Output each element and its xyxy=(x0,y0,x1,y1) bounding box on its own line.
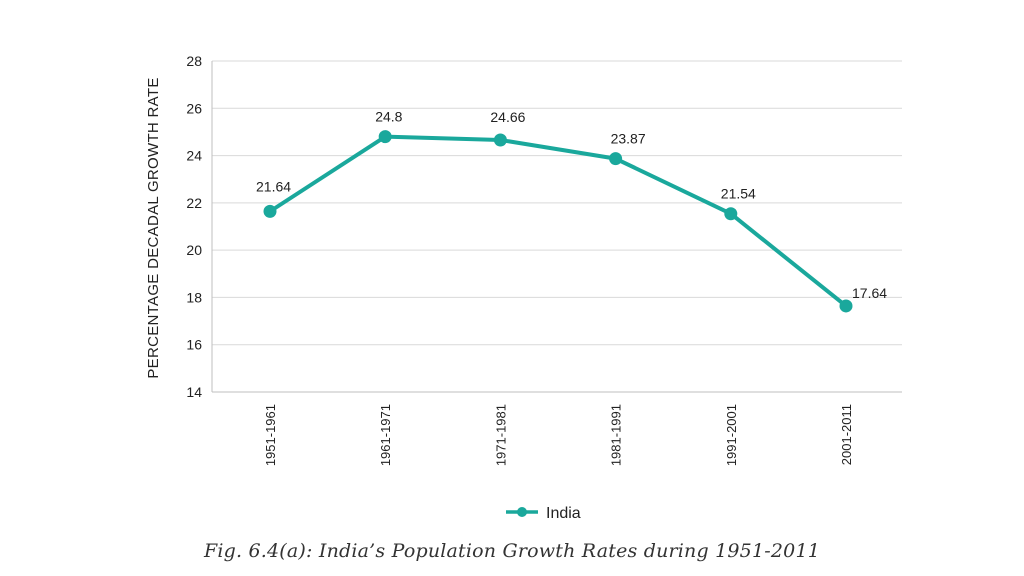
line-chart: 14 16 18 20 22 24 26 28 1951-1961 1961-1971 1971-… xyxy=(145,53,902,522)
y-tick-label: 14 xyxy=(186,384,202,400)
data-label: 23.87 xyxy=(611,131,646,147)
y-axis-ticks: 14 16 18 20 22 24 26 28 xyxy=(186,53,202,400)
data-point xyxy=(609,152,623,166)
legend-label-india: India xyxy=(546,505,581,522)
data-point xyxy=(839,299,853,313)
x-tick-label: 1981-1991 xyxy=(609,404,624,466)
data-point xyxy=(378,130,392,144)
data-label: 24.8 xyxy=(375,109,402,125)
data-label: 17.64 xyxy=(852,285,887,301)
y-tick-label: 16 xyxy=(186,337,202,353)
figure-caption: Fig. 6.4(a): India’s Population Growth R… xyxy=(203,540,821,562)
y-tick-label: 22 xyxy=(186,195,202,211)
data-label: 21.64 xyxy=(256,178,291,194)
y-tick-label: 24 xyxy=(186,148,202,164)
x-tick-label: 1961-1971 xyxy=(378,404,393,466)
grid-lines xyxy=(211,60,902,393)
data-point xyxy=(263,204,277,218)
data-label: 24.66 xyxy=(490,109,525,125)
x-tick-label: 1951-1961 xyxy=(263,404,278,466)
data-labels: 21.64 24.8 24.66 23.87 21.54 17.64 xyxy=(256,109,887,301)
y-axis-title: PERCENTAGE DECADAL GROWTH RATE xyxy=(145,77,162,378)
series-line-india xyxy=(268,134,848,308)
y-tick-label: 20 xyxy=(186,242,202,258)
y-tick-label: 28 xyxy=(186,53,202,69)
series-india xyxy=(263,130,853,313)
x-tick-label: 2001-2011 xyxy=(839,404,854,465)
data-point xyxy=(493,133,507,147)
data-point xyxy=(724,207,738,221)
x-tick-label: 1991-2001 xyxy=(724,404,739,466)
x-tick-label: 1971-1981 xyxy=(493,404,508,466)
data-label: 21.54 xyxy=(721,186,756,202)
y-tick-label: 18 xyxy=(186,289,202,305)
legend-marker xyxy=(517,507,527,517)
legend: India xyxy=(506,505,581,522)
x-axis-ticks: 1951-1961 1961-1971 1971-1981 1981-1991 1991… xyxy=(263,404,854,466)
y-tick-label: 26 xyxy=(186,100,202,116)
